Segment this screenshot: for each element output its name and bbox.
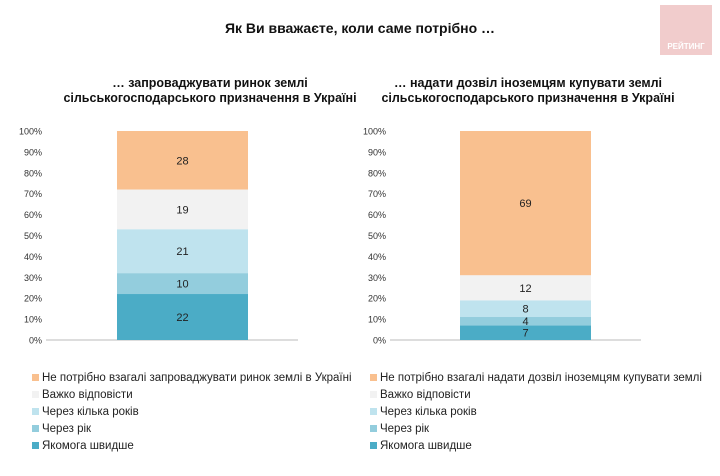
bar-segment (117, 189, 248, 230)
y-tick-label: 100% (363, 127, 386, 137)
legend-swatch (32, 442, 39, 449)
data-label: 21 (176, 246, 188, 258)
legend-label: Через кілька років (380, 405, 477, 418)
page-title: Як Ви вважаєте, коли саме потрібно … (224, 20, 496, 36)
data-label: 28 (176, 155, 188, 167)
legend-item: Важко відповісти (370, 386, 702, 403)
rating-logo: РЕЙТИНГ (660, 5, 712, 55)
bar-segment (460, 275, 591, 301)
legend-swatch (370, 408, 377, 415)
legend-item: Через рік (370, 420, 702, 437)
legend-label: Якомога швидше (380, 439, 472, 452)
legend-item: Важко відповісти (32, 386, 352, 403)
y-tick-label: 50% (368, 231, 386, 241)
y-tick-label: 30% (24, 273, 42, 283)
legend-swatch (370, 391, 377, 398)
legend-swatch (370, 442, 377, 449)
y-tick-label: 80% (24, 168, 42, 178)
legend-left: Не потрібно взагалі запроваджувати ринок… (32, 369, 352, 454)
y-tick-label: 10% (24, 315, 42, 325)
legend-swatch (32, 374, 39, 381)
y-tick-label: 80% (368, 168, 386, 178)
legend-item: Через кілька років (32, 403, 352, 420)
y-tick-label: 70% (368, 189, 386, 199)
data-label: 12 (519, 283, 531, 295)
y-tick-label: 40% (368, 252, 386, 262)
legend-right: Не потрібно взагалі надати дозвіл інозем… (370, 369, 702, 454)
legend-swatch (370, 374, 377, 381)
legend-label: Не потрібно взагалі надати дозвіл інозем… (380, 371, 702, 384)
bar-segment (117, 229, 248, 274)
y-tick-label: 20% (24, 294, 42, 304)
y-tick-label: 90% (368, 147, 386, 157)
bar-segment (460, 317, 591, 326)
legend-label: Через кілька років (42, 405, 139, 418)
chart-title-left: … запроваджувати ринок землі сільськогос… (63, 76, 357, 105)
data-label: 4 (522, 316, 528, 328)
bar-segment (117, 294, 248, 340)
data-label: 19 (176, 204, 188, 216)
bar-segment (117, 273, 248, 295)
y-tick-label: 30% (368, 273, 386, 283)
legend-item: Через кілька років (370, 403, 702, 420)
legend-swatch (32, 425, 39, 432)
y-tick-label: 40% (24, 252, 42, 262)
y-tick-label: 60% (368, 210, 386, 220)
legend-item: Не потрібно взагалі запроваджувати ринок… (32, 369, 352, 386)
y-tick-label: 20% (368, 294, 386, 304)
y-tick-label: 0% (373, 336, 386, 346)
legend-label: Важко відповісти (42, 388, 133, 401)
legend-swatch (32, 391, 39, 398)
legend-label: Якомога швидше (42, 439, 134, 452)
data-label: 22 (176, 312, 188, 324)
legend-swatch (32, 408, 39, 415)
logo-text: РЕЙТИНГ (667, 42, 705, 51)
data-label: 10 (176, 279, 188, 291)
bar-segment (460, 131, 591, 276)
y-tick-label: 90% (24, 147, 42, 157)
y-tick-label: 50% (24, 231, 42, 241)
bar-segment (117, 131, 248, 190)
y-tick-label: 10% (368, 315, 386, 325)
legend-item: Якомога швидше (370, 437, 702, 454)
legend-item: Якомога швидше (32, 437, 352, 454)
legend-label: Важко відповісти (380, 388, 471, 401)
data-label: 69 (519, 198, 531, 210)
y-tick-label: 0% (29, 336, 42, 346)
chart-title-right: … надати дозвіл іноземцям купувати землі… (381, 76, 675, 105)
y-tick-label: 100% (19, 127, 42, 137)
legend-item: Через рік (32, 420, 352, 437)
legend-label: Не потрібно взагалі запроваджувати ринок… (42, 371, 352, 384)
data-label: 8 (522, 304, 528, 316)
bar-segment (460, 325, 591, 340)
bar-segment (460, 300, 591, 318)
y-tick-label: 60% (24, 210, 42, 220)
legend-label: Через рік (42, 422, 92, 435)
y-tick-label: 70% (24, 189, 42, 199)
legend-swatch (370, 425, 377, 432)
legend-label: Через рік (380, 422, 430, 435)
legend-item: Не потрібно взагалі надати дозвіл інозем… (370, 369, 702, 386)
data-label: 7 (522, 328, 528, 340)
